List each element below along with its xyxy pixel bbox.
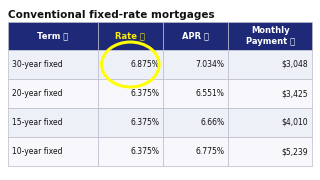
Text: Rate ⓘ: Rate ⓘ [116, 31, 145, 40]
FancyBboxPatch shape [163, 50, 228, 79]
Text: 7.034%: 7.034% [196, 60, 224, 69]
FancyBboxPatch shape [8, 50, 98, 79]
FancyBboxPatch shape [228, 50, 312, 79]
Text: Conventional fixed-rate mortgages: Conventional fixed-rate mortgages [8, 10, 215, 20]
Text: 6.375%: 6.375% [130, 89, 159, 98]
Text: 6.875%: 6.875% [130, 60, 159, 69]
FancyBboxPatch shape [228, 108, 312, 137]
Text: 10-year fixed: 10-year fixed [12, 147, 62, 156]
FancyBboxPatch shape [8, 79, 98, 108]
Text: $5,239: $5,239 [281, 147, 308, 156]
FancyBboxPatch shape [228, 79, 312, 108]
FancyBboxPatch shape [98, 50, 163, 79]
FancyBboxPatch shape [98, 22, 163, 50]
Text: 20-year fixed: 20-year fixed [12, 89, 62, 98]
Text: Term ⓘ: Term ⓘ [37, 31, 68, 40]
FancyBboxPatch shape [8, 137, 98, 166]
FancyBboxPatch shape [98, 108, 163, 137]
Text: 6.551%: 6.551% [196, 89, 224, 98]
FancyBboxPatch shape [163, 137, 228, 166]
FancyBboxPatch shape [163, 22, 228, 50]
Text: 6.375%: 6.375% [130, 118, 159, 127]
FancyBboxPatch shape [8, 22, 98, 50]
FancyBboxPatch shape [163, 79, 228, 108]
FancyBboxPatch shape [228, 137, 312, 166]
FancyBboxPatch shape [98, 79, 163, 108]
Text: $4,010: $4,010 [281, 118, 308, 127]
Text: 6.375%: 6.375% [130, 147, 159, 156]
Text: $3,425: $3,425 [281, 89, 308, 98]
FancyBboxPatch shape [163, 108, 228, 137]
Text: $3,048: $3,048 [281, 60, 308, 69]
FancyBboxPatch shape [228, 22, 312, 50]
Text: 6.775%: 6.775% [196, 147, 224, 156]
FancyBboxPatch shape [98, 137, 163, 166]
Text: 30-year fixed: 30-year fixed [12, 60, 63, 69]
Text: 6.66%: 6.66% [200, 118, 224, 127]
Text: Monthly
Payment ⓘ: Monthly Payment ⓘ [246, 26, 295, 46]
Text: 15-year fixed: 15-year fixed [12, 118, 62, 127]
FancyBboxPatch shape [8, 108, 98, 137]
Text: APR ⓘ: APR ⓘ [182, 31, 209, 40]
